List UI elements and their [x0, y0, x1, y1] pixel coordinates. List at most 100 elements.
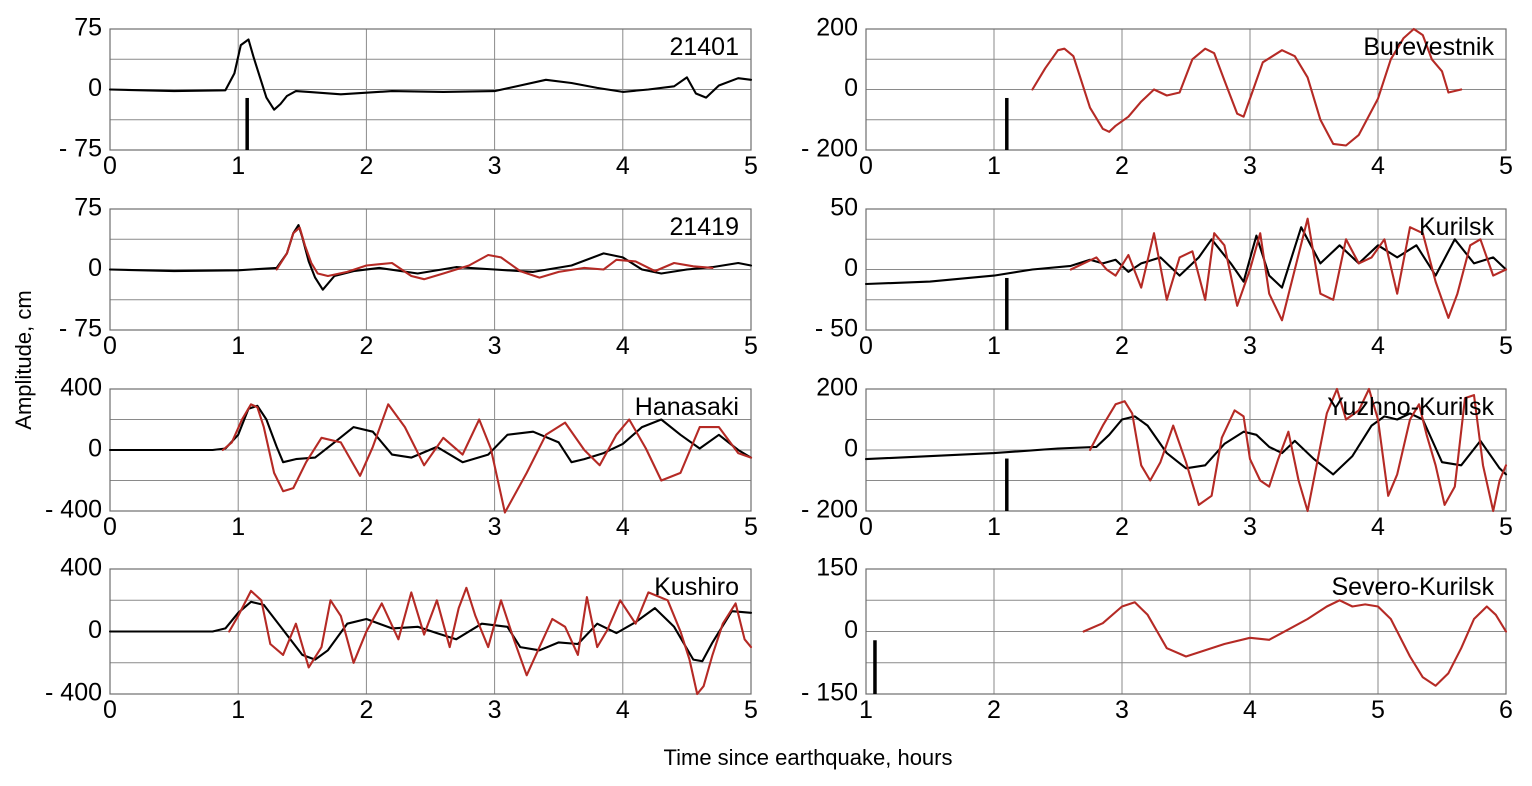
- y-tick-label: - 400: [45, 496, 102, 524]
- y-tick-label: 0: [844, 435, 858, 463]
- x-tick-label: 1: [231, 696, 245, 724]
- x-tick-label: 3: [488, 513, 502, 541]
- series-observed-line: [108, 224, 753, 291]
- x-tick-label: 1: [987, 152, 1001, 180]
- x-tick-label: 4: [1371, 152, 1385, 180]
- x-tick-label: 0: [103, 152, 117, 180]
- series-modeled-line: [1069, 217, 1508, 322]
- y-tick-label: - 50: [815, 315, 858, 343]
- y-tick-label: - 400: [45, 679, 102, 707]
- x-tick-label: 4: [616, 696, 630, 724]
- y-tick-label: 200: [816, 14, 858, 42]
- series-observed-line: [108, 404, 753, 464]
- x-tick-label: 3: [1243, 152, 1257, 180]
- x-tick-label: 5: [1499, 513, 1513, 541]
- x-tick-label: 2: [359, 332, 373, 360]
- x-tick-label: 0: [859, 152, 873, 180]
- x-tick-label: 1: [859, 696, 873, 724]
- y-axis-title: Amplitude, cm: [11, 290, 36, 429]
- x-tick-label: 0: [859, 332, 873, 360]
- plot-frame: [865, 388, 1507, 512]
- station-label: 21419: [669, 213, 739, 241]
- x-tick-label: 2: [987, 696, 1001, 724]
- x-tick-label: 4: [1371, 332, 1385, 360]
- x-tick-label: 6: [1499, 696, 1513, 724]
- x-tick-label: 3: [488, 696, 502, 724]
- x-tick-label: 4: [616, 513, 630, 541]
- x-tick-label: 5: [1499, 152, 1513, 180]
- y-tick-label: - 75: [59, 315, 102, 343]
- series-modeled-line: [1088, 387, 1508, 513]
- station-label: Yuzhno-Kurilsk: [1327, 393, 1494, 421]
- y-tick-label: 0: [844, 254, 858, 282]
- y-tick-label: 150: [816, 554, 858, 582]
- series-modeled-line: [221, 403, 753, 514]
- y-tick-label: - 150: [801, 679, 858, 707]
- y-tick-label: 200: [816, 374, 858, 402]
- x-tick-label: 0: [859, 513, 873, 541]
- series-modeled-line: [275, 226, 714, 281]
- y-tick-label: 0: [88, 74, 102, 102]
- station-label: Kushiro: [654, 573, 739, 601]
- station-label: Severo-Kurilsk: [1331, 573, 1494, 601]
- grid: [110, 209, 751, 330]
- y-tick-label: - 200: [801, 496, 858, 524]
- x-tick-label: 0: [103, 332, 117, 360]
- x-tick-label: 4: [1371, 513, 1385, 541]
- x-tick-label: 0: [103, 696, 117, 724]
- x-tick-label: 1: [987, 332, 1001, 360]
- series-modeled-line: [1031, 27, 1463, 147]
- y-tick-label: - 75: [59, 135, 102, 163]
- y-tick-label: 400: [60, 554, 102, 582]
- x-tick-label: 5: [1371, 696, 1385, 724]
- series-observed-line: [864, 226, 1508, 289]
- x-tick-label: 1: [987, 513, 1001, 541]
- plot-frame: [865, 28, 1507, 151]
- series-observed-line: [108, 38, 753, 111]
- y-tick-label: 50: [830, 194, 858, 222]
- x-tick-label: 4: [616, 332, 630, 360]
- x-axis-title: Time since earthquake, hours: [664, 745, 953, 770]
- y-tick-label: 0: [88, 254, 102, 282]
- station-label: 21401: [669, 33, 739, 61]
- x-tick-label: 5: [744, 152, 758, 180]
- grid: [866, 569, 1506, 694]
- x-tick-label: 1: [231, 513, 245, 541]
- x-tick-label: 2: [359, 696, 373, 724]
- x-tick-label: 4: [1243, 696, 1257, 724]
- y-tick-label: 400: [60, 374, 102, 402]
- station-label: Kurilsk: [1419, 213, 1495, 241]
- series-observed-line: [108, 600, 753, 663]
- series-modeled-line: [1082, 599, 1508, 687]
- x-tick-label: 5: [744, 332, 758, 360]
- x-tick-label: 1: [231, 152, 245, 180]
- x-tick-label: 3: [488, 332, 502, 360]
- x-tick-label: 5: [744, 696, 758, 724]
- series-observed-line: [864, 412, 1508, 476]
- x-tick-label: 2: [359, 152, 373, 180]
- x-tick-label: 3: [1115, 696, 1129, 724]
- series-modeled-line: [228, 586, 753, 696]
- y-tick-label: 0: [88, 435, 102, 463]
- station-label: Burevestnik: [1363, 33, 1494, 61]
- y-tick-label: - 200: [801, 135, 858, 163]
- x-tick-label: 2: [1115, 332, 1129, 360]
- x-tick-label: 3: [1243, 513, 1257, 541]
- y-tick-label: 0: [88, 616, 102, 644]
- x-tick-label: 0: [103, 513, 117, 541]
- y-tick-label: 0: [844, 616, 858, 644]
- x-tick-label: 5: [1499, 332, 1513, 360]
- x-tick-label: 1: [231, 332, 245, 360]
- x-tick-label: 5: [744, 513, 758, 541]
- station-label: Hanasaki: [635, 393, 739, 421]
- y-tick-label: 75: [74, 194, 102, 222]
